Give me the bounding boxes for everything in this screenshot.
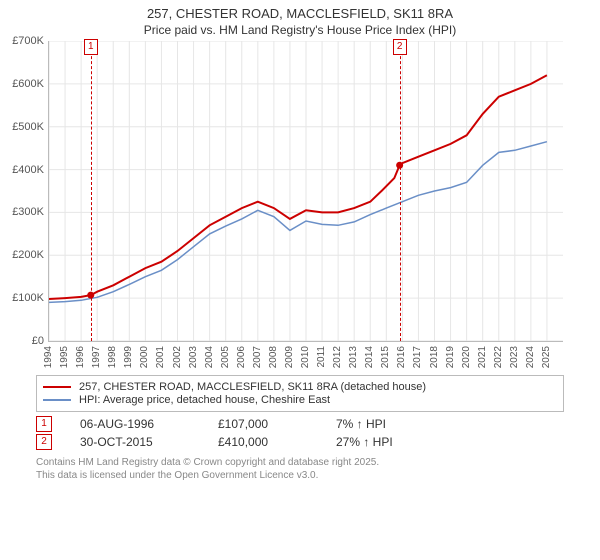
ytick: £100K [6,292,44,304]
sale-delta: 7% ↑ HPI [336,417,386,431]
ytick: £0 [6,335,44,347]
xtick: 2024 [525,346,536,368]
xtick: 2012 [332,346,343,368]
xtick: 2014 [364,346,375,368]
footer: Contains HM Land Registry data © Crown c… [36,456,564,482]
xtick: 2005 [220,346,231,368]
xtick: 2021 [477,346,488,368]
xtick: 2011 [316,346,327,368]
xtick: 2007 [252,346,263,368]
sale-marker-2: 2 [399,41,402,341]
xtick: 1998 [107,346,118,368]
xtick: 2020 [461,346,472,368]
xtick: 2018 [429,346,440,368]
ytick: £500K [6,121,44,133]
legend-swatch [43,399,71,401]
xtick: 1999 [123,346,134,368]
sale-marker-1: 1 [90,41,93,341]
sale-row: 1 06-AUG-1996 £107,000 7% ↑ HPI [36,416,564,432]
legend-row: HPI: Average price, detached house, Ches… [43,394,557,406]
xtick: 1995 [59,346,70,368]
ytick: £700K [6,35,44,47]
xtick: 2003 [188,346,199,368]
plot-area: 12 [48,41,563,342]
legend-label: 257, CHESTER ROAD, MACCLESFIELD, SK11 8R… [79,381,426,393]
xtick: 2001 [155,346,166,368]
footer-l2: This data is licensed under the Open Gov… [36,469,564,482]
xtick: 1994 [43,346,54,368]
sale-date: 30-OCT-2015 [80,435,190,449]
xtick: 2002 [172,346,183,368]
ytick: £200K [6,249,44,261]
sale-price: £410,000 [218,435,308,449]
legend-swatch [43,386,71,388]
xtick: 2022 [493,346,504,368]
xtick: 2000 [139,346,150,368]
xtick: 2006 [236,346,247,368]
ytick: £400K [6,164,44,176]
footer-l1: Contains HM Land Registry data © Crown c… [36,456,564,469]
sale-id-box: 1 [36,416,52,432]
xtick: 2010 [300,346,311,368]
xtick: 1997 [91,346,102,368]
xtick: 2013 [348,346,359,368]
xtick: 2015 [380,346,391,368]
xtick: 1996 [75,346,86,368]
xtick: 2017 [412,346,423,368]
page-title: 257, CHESTER ROAD, MACCLESFIELD, SK11 8R… [0,0,600,23]
sale-id-box: 2 [36,434,52,450]
lines-svg [49,41,563,341]
xtick: 2023 [509,346,520,368]
ytick: £300K [6,206,44,218]
xtick: 2025 [541,346,552,368]
legend-row: 257, CHESTER ROAD, MACCLESFIELD, SK11 8R… [43,381,557,393]
legend: 257, CHESTER ROAD, MACCLESFIELD, SK11 8R… [36,375,564,412]
xtick: 2019 [445,346,456,368]
sale-date: 06-AUG-1996 [80,417,190,431]
legend-label: HPI: Average price, detached house, Ches… [79,394,330,406]
xtick: 2009 [284,346,295,368]
sales-table: 1 06-AUG-1996 £107,000 7% ↑ HPI 2 30-OCT-2015… [36,416,564,450]
ytick: £600K [6,78,44,90]
xtick: 2016 [396,346,407,368]
price-chart: 12 £0£100K£200K£300K£400K£500K£600K£700K… [6,41,566,371]
sale-price: £107,000 [218,417,308,431]
xtick: 2008 [268,346,279,368]
sale-delta: 27% ↑ HPI [336,435,393,449]
xtick: 2004 [204,346,215,368]
sale-row: 2 30-OCT-2015 £410,000 27% ↑ HPI [36,434,564,450]
